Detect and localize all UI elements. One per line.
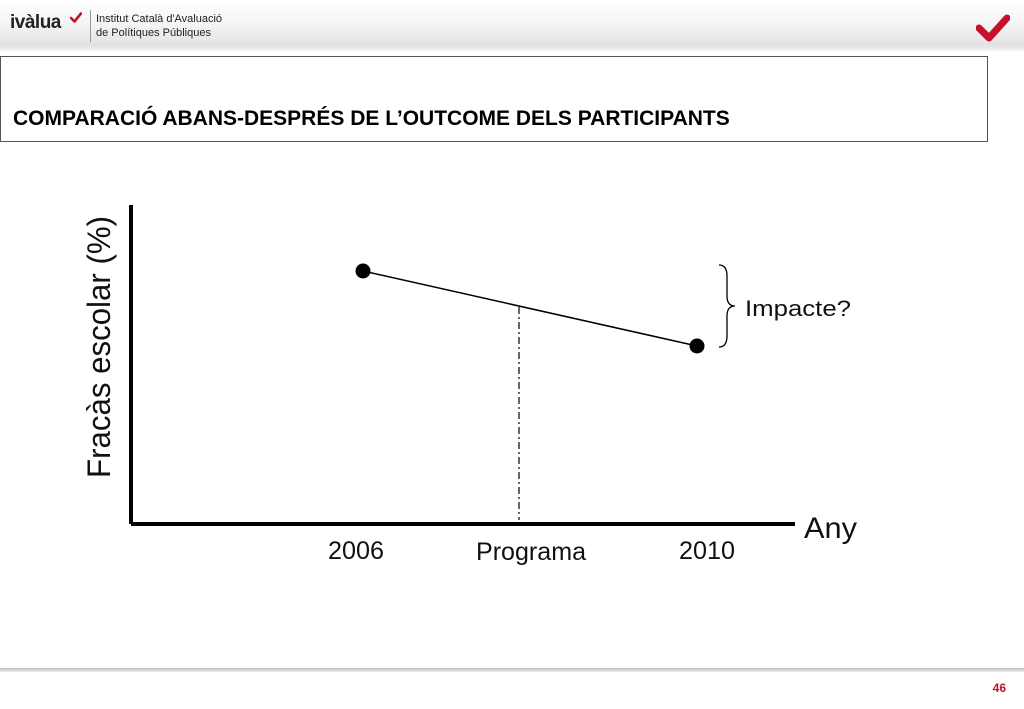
tick-label-2006: 2006 (328, 537, 384, 565)
x-axis-label: Any (804, 512, 857, 545)
logo-separator (90, 10, 91, 42)
footer-divider (0, 668, 1024, 672)
logo-org-line2: de Polítiques Públiques (96, 27, 211, 39)
impact-brace (718, 264, 736, 348)
brand-check-icon (976, 14, 1010, 42)
outcome-line (362, 270, 698, 347)
y-axis-label: Fracàs escolar (%) (81, 216, 117, 478)
title-box: COMPARACIÓ ABANS-DESPRÉS DE L’OUTCOME DE… (0, 56, 988, 142)
impact-label: Impacte? (745, 296, 851, 321)
logo-check-icon (70, 12, 82, 23)
header-band: ivàlua Institut Català d'Avaluació de Po… (0, 0, 1024, 52)
logo-org-name: Institut Català d'Avaluació de Polítique… (96, 12, 222, 40)
point-2010 (689, 338, 705, 354)
logo-word: ivàlua (10, 12, 61, 33)
tick-label-2010: 2010 (679, 537, 735, 565)
page-number: 46 (992, 681, 1006, 695)
point-2006 (355, 263, 371, 279)
slide-title: COMPARACIÓ ABANS-DESPRÉS DE L’OUTCOME DE… (13, 107, 730, 130)
logo-org-line1: Institut Català d'Avaluació (96, 13, 223, 25)
tick-label-programa: Programa (476, 538, 586, 566)
